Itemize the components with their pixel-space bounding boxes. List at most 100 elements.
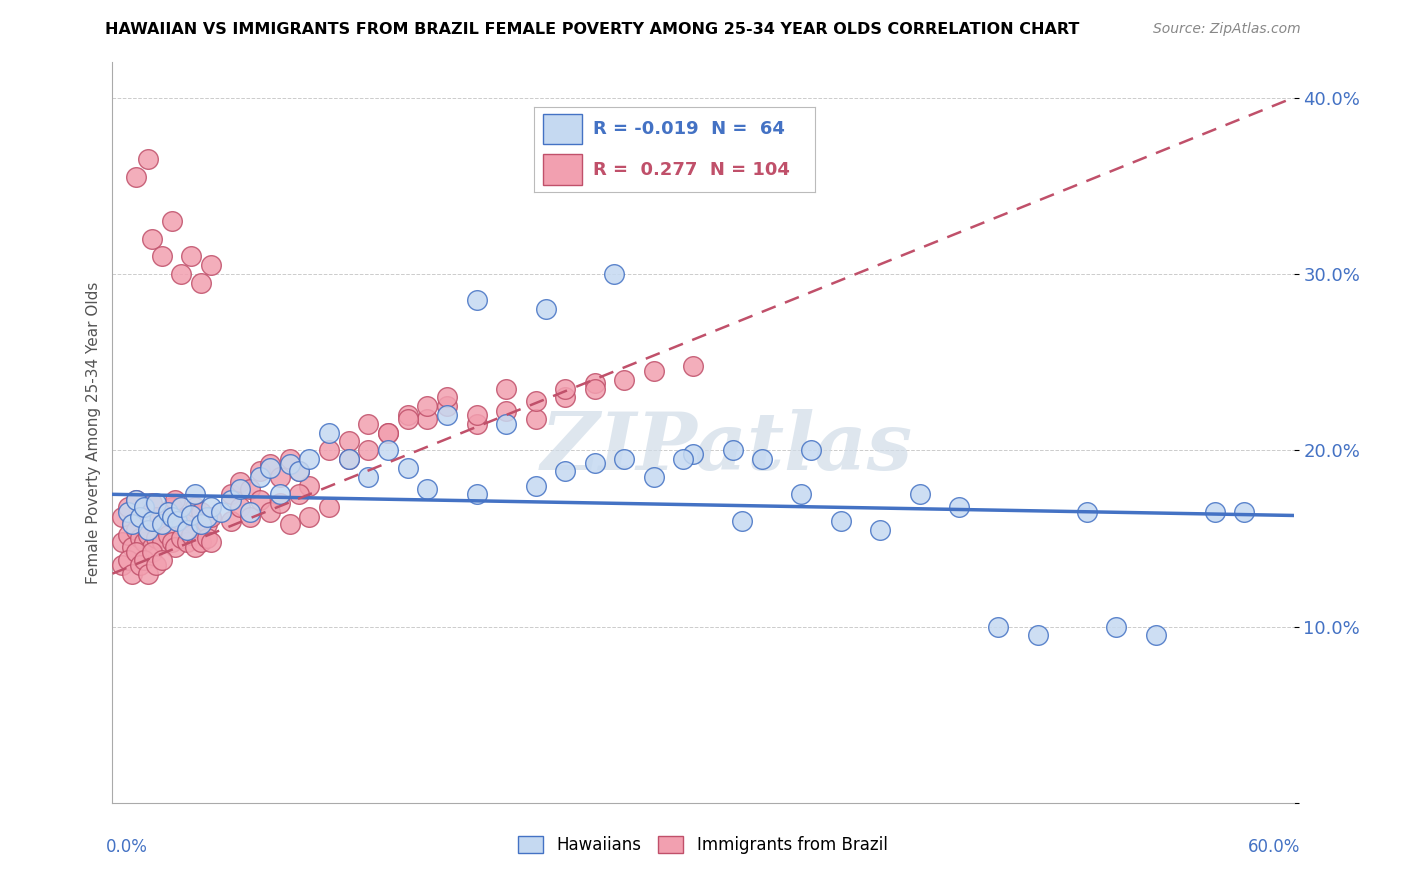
Point [721, 443, 744, 458]
Point [184, 487, 207, 501]
Point [495, 382, 517, 396]
Point [141, 496, 163, 510]
Point [249, 469, 271, 483]
Point [1026, 628, 1049, 642]
Point [136, 523, 159, 537]
Point [396, 411, 419, 425]
Point [495, 417, 517, 431]
Point [117, 505, 139, 519]
Point [229, 475, 252, 489]
Point [145, 558, 167, 572]
Point [269, 469, 291, 483]
Point [200, 510, 222, 524]
Point [495, 404, 517, 418]
Point [176, 523, 198, 537]
Point [150, 517, 173, 532]
Point [298, 452, 321, 467]
Point [184, 540, 207, 554]
Point [145, 496, 167, 510]
Point [229, 500, 252, 514]
Point [583, 456, 606, 470]
Point [337, 452, 360, 467]
Point [150, 249, 173, 263]
Point [180, 528, 202, 542]
Point [129, 514, 152, 528]
Point [239, 505, 262, 519]
Point [145, 532, 167, 546]
Point [129, 558, 152, 572]
Point [136, 523, 159, 537]
Point [117, 500, 139, 514]
Text: HAWAIIAN VS IMMIGRANTS FROM BRAZIL FEMALE POVERTY AMONG 25-34 YEAR OLDS CORRELAT: HAWAIIAN VS IMMIGRANTS FROM BRAZIL FEMAL… [105, 22, 1080, 37]
Text: Source: ZipAtlas.com: Source: ZipAtlas.com [1153, 22, 1301, 37]
Point [125, 169, 148, 184]
Point [643, 364, 665, 378]
Text: 0.0%: 0.0% [105, 838, 148, 855]
Point [156, 528, 179, 542]
Point [190, 276, 212, 290]
Point [184, 500, 207, 514]
Point [166, 514, 188, 528]
Point [200, 258, 222, 272]
Point [318, 500, 340, 514]
Bar [543, 154, 582, 185]
Point [416, 399, 439, 413]
Point [554, 390, 576, 404]
Point [613, 452, 636, 467]
Point [337, 434, 360, 449]
Point [170, 500, 193, 514]
Point [790, 487, 813, 501]
Point [200, 535, 222, 549]
Point [156, 505, 179, 519]
Point [165, 540, 187, 554]
Point [1233, 505, 1256, 519]
Point [219, 492, 242, 507]
Point [229, 482, 252, 496]
Point [259, 458, 281, 472]
Point [249, 492, 271, 507]
Point [682, 447, 704, 461]
Point [337, 452, 360, 467]
Point [121, 517, 143, 532]
Point [141, 232, 163, 246]
Point [603, 267, 626, 281]
Point [136, 153, 159, 167]
Point [176, 510, 198, 524]
Point [156, 505, 179, 519]
Point [416, 411, 439, 425]
Point [170, 532, 193, 546]
Point [583, 376, 606, 391]
Point [150, 535, 173, 549]
Point [117, 552, 139, 566]
Point [288, 464, 311, 478]
Point [524, 478, 547, 492]
Point [1076, 505, 1098, 519]
Point [111, 558, 134, 572]
Point [554, 382, 576, 396]
Point [682, 359, 704, 373]
Point [259, 505, 281, 519]
Point [125, 545, 148, 559]
Point [125, 492, 148, 507]
Point [436, 399, 458, 413]
Point [121, 540, 143, 554]
Point [318, 443, 340, 458]
Text: R = -0.019  N =  64: R = -0.019 N = 64 [593, 120, 785, 138]
Point [465, 417, 488, 431]
Point [111, 535, 134, 549]
Point [1105, 619, 1128, 633]
Point [613, 373, 636, 387]
Point [165, 492, 187, 507]
Point [150, 552, 173, 566]
Point [524, 411, 547, 425]
Point [377, 425, 399, 440]
Point [160, 535, 183, 549]
Point [751, 452, 773, 467]
Legend: Hawaiians, Immigrants from Brazil: Hawaiians, Immigrants from Brazil [512, 830, 894, 861]
Text: ZIPatlas: ZIPatlas [540, 409, 912, 486]
Point [195, 532, 218, 546]
Point [908, 487, 931, 501]
Point [524, 393, 547, 408]
Point [141, 540, 163, 554]
Point [318, 425, 340, 440]
